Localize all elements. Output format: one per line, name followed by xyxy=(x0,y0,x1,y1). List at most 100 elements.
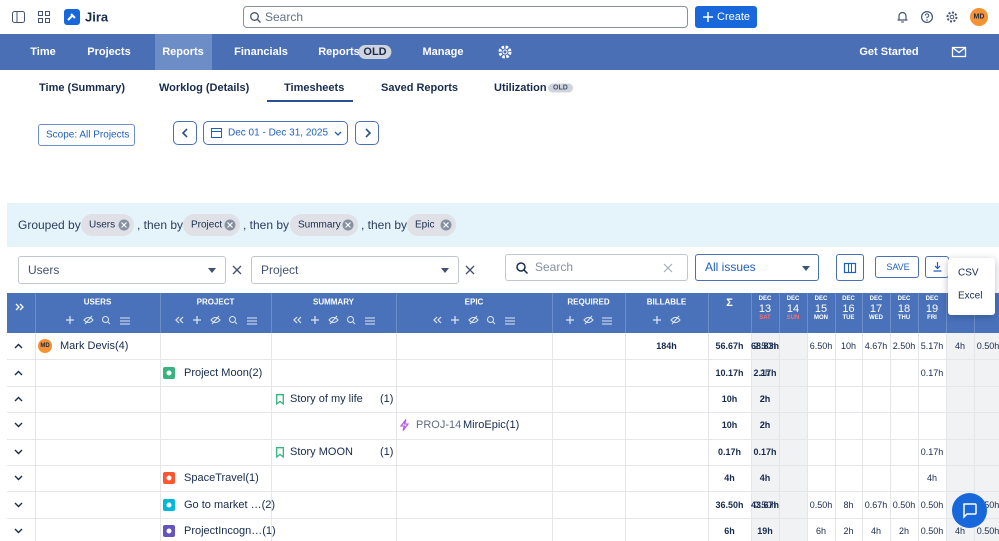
header-menu-icon[interactable] xyxy=(119,316,130,325)
header-plus-icon[interactable] xyxy=(451,316,461,325)
tab[interactable]: Time (Summary) xyxy=(39,82,125,94)
collapse-toggle[interactable] xyxy=(14,370,23,376)
chip-remove[interactable] xyxy=(342,219,354,231)
project-placeholder: Project xyxy=(261,263,299,277)
apps-icon[interactable] xyxy=(38,11,50,23)
row-divider xyxy=(7,412,999,414)
clear-users[interactable] xyxy=(232,265,242,275)
header-eye-icon[interactable] xyxy=(209,315,221,325)
header-eye-icon[interactable] xyxy=(82,315,94,325)
date-picker[interactable]: Dec 01 - Dec 31, 2025 xyxy=(203,121,348,145)
mail-icon[interactable] xyxy=(951,46,967,58)
menu-item[interactable]: CSV xyxy=(958,267,979,279)
bell-icon[interactable] xyxy=(897,11,908,23)
header-eye-icon[interactable] xyxy=(327,315,339,325)
jira-logo[interactable] xyxy=(64,9,80,25)
header-find-icon[interactable] xyxy=(228,316,239,325)
weekend-column xyxy=(779,333,807,541)
expand-toggle[interactable] xyxy=(14,449,23,455)
tab-active[interactable]: Timesheets xyxy=(284,82,345,94)
export-menu: CSV Excel xyxy=(948,258,995,315)
nav-item[interactable]: Projects xyxy=(87,46,131,58)
header-dbl-icon[interactable] xyxy=(174,316,185,325)
day-hours: 0.50h xyxy=(892,499,916,510)
expand-toggle[interactable] xyxy=(14,475,23,481)
grouping-separator: , then by xyxy=(361,218,408,232)
day-month: DEC xyxy=(869,296,883,302)
tab[interactable]: Saved Reports xyxy=(381,82,459,94)
download-button[interactable] xyxy=(925,256,949,278)
header-plus-icon[interactable] xyxy=(192,316,203,325)
header-eye-icon[interactable] xyxy=(468,315,479,325)
header-plus-icon[interactable] xyxy=(652,316,663,325)
nav-item[interactable]: Manage xyxy=(422,46,464,58)
header-plus-icon[interactable] xyxy=(65,316,76,325)
prev-button[interactable] xyxy=(173,121,197,145)
column-header: SUMMARY xyxy=(312,297,355,307)
issues-select[interactable]: All issues xyxy=(695,254,819,281)
collapse-toggle[interactable] xyxy=(14,396,23,402)
expand-toggle[interactable] xyxy=(14,528,23,534)
header-menu-icon[interactable] xyxy=(505,316,515,325)
chip-remove[interactable] xyxy=(224,219,236,231)
header-dbl-icon[interactable] xyxy=(292,316,303,325)
header-divider xyxy=(862,293,863,333)
header-divider xyxy=(751,293,752,333)
app-name[interactable]: Jira xyxy=(85,9,109,25)
help-icon[interactable] xyxy=(920,10,934,24)
chip-remove[interactable] xyxy=(118,219,130,231)
search-placeholder: Search xyxy=(535,260,574,274)
clear-project[interactable] xyxy=(465,265,475,275)
user-avatar[interactable]: MD xyxy=(970,8,988,26)
header-eye-icon[interactable] xyxy=(669,315,681,325)
grouping-separator: , then by xyxy=(243,218,290,232)
header-find-icon[interactable] xyxy=(346,316,357,325)
sidebar-icon[interactable] xyxy=(12,11,25,23)
create-button[interactable]: Create xyxy=(695,6,757,28)
get-started[interactable]: Get Started xyxy=(859,46,919,58)
chip-remove[interactable] xyxy=(440,219,452,231)
header-find-icon[interactable] xyxy=(101,316,112,325)
table-header xyxy=(7,293,999,333)
nav-item[interactable]: Reports xyxy=(318,46,360,58)
table-search[interactable]: Search xyxy=(505,254,688,281)
tab[interactable]: Utilization xyxy=(494,82,547,94)
menu-item[interactable]: Excel xyxy=(958,290,983,302)
settings-icon[interactable] xyxy=(946,11,958,23)
column-divider xyxy=(271,333,272,541)
nav-item[interactable]: Financials xyxy=(234,46,288,58)
day-weekday: SUN xyxy=(786,315,800,321)
header-dbl-icon[interactable] xyxy=(433,316,443,325)
chevron-left xyxy=(181,128,188,138)
expand-all-icon[interactable] xyxy=(15,303,25,311)
search-box[interactable]: Search xyxy=(243,6,688,28)
users-select[interactable]: Users xyxy=(18,256,226,284)
summary-text: Story MOON xyxy=(290,445,353,458)
column-divider xyxy=(890,333,891,541)
nav-settings-icon[interactable] xyxy=(498,45,512,59)
header-menu-icon[interactable] xyxy=(246,316,257,325)
header-plus-icon[interactable] xyxy=(565,316,576,325)
header-divider xyxy=(160,293,161,333)
project-select[interactable]: Project xyxy=(251,256,459,284)
next-button[interactable] xyxy=(355,121,379,145)
header-menu-icon[interactable] xyxy=(364,316,375,325)
tab[interactable]: Worklog (Details) xyxy=(159,82,250,94)
header-divider xyxy=(890,293,891,333)
column-header: USERS xyxy=(83,297,112,307)
scope-button[interactable]: Scope: All Projects xyxy=(38,124,135,146)
header-eye-icon[interactable] xyxy=(582,315,594,325)
chat-button[interactable] xyxy=(952,493,987,528)
total-hours: 0.17h xyxy=(753,446,777,457)
columns-button[interactable] xyxy=(836,254,864,281)
nav-item[interactable]: Reports xyxy=(162,46,204,58)
save-button[interactable]: SAVE xyxy=(875,256,919,278)
expand-toggle[interactable] xyxy=(14,502,23,508)
header-find-icon[interactable] xyxy=(487,316,497,325)
collapse-toggle[interactable] xyxy=(14,343,23,349)
clear-search[interactable] xyxy=(663,263,673,273)
nav-item[interactable]: Time xyxy=(30,46,56,58)
expand-toggle[interactable] xyxy=(14,422,23,428)
header-plus-icon[interactable] xyxy=(310,316,321,325)
header-menu-icon[interactable] xyxy=(601,316,612,325)
